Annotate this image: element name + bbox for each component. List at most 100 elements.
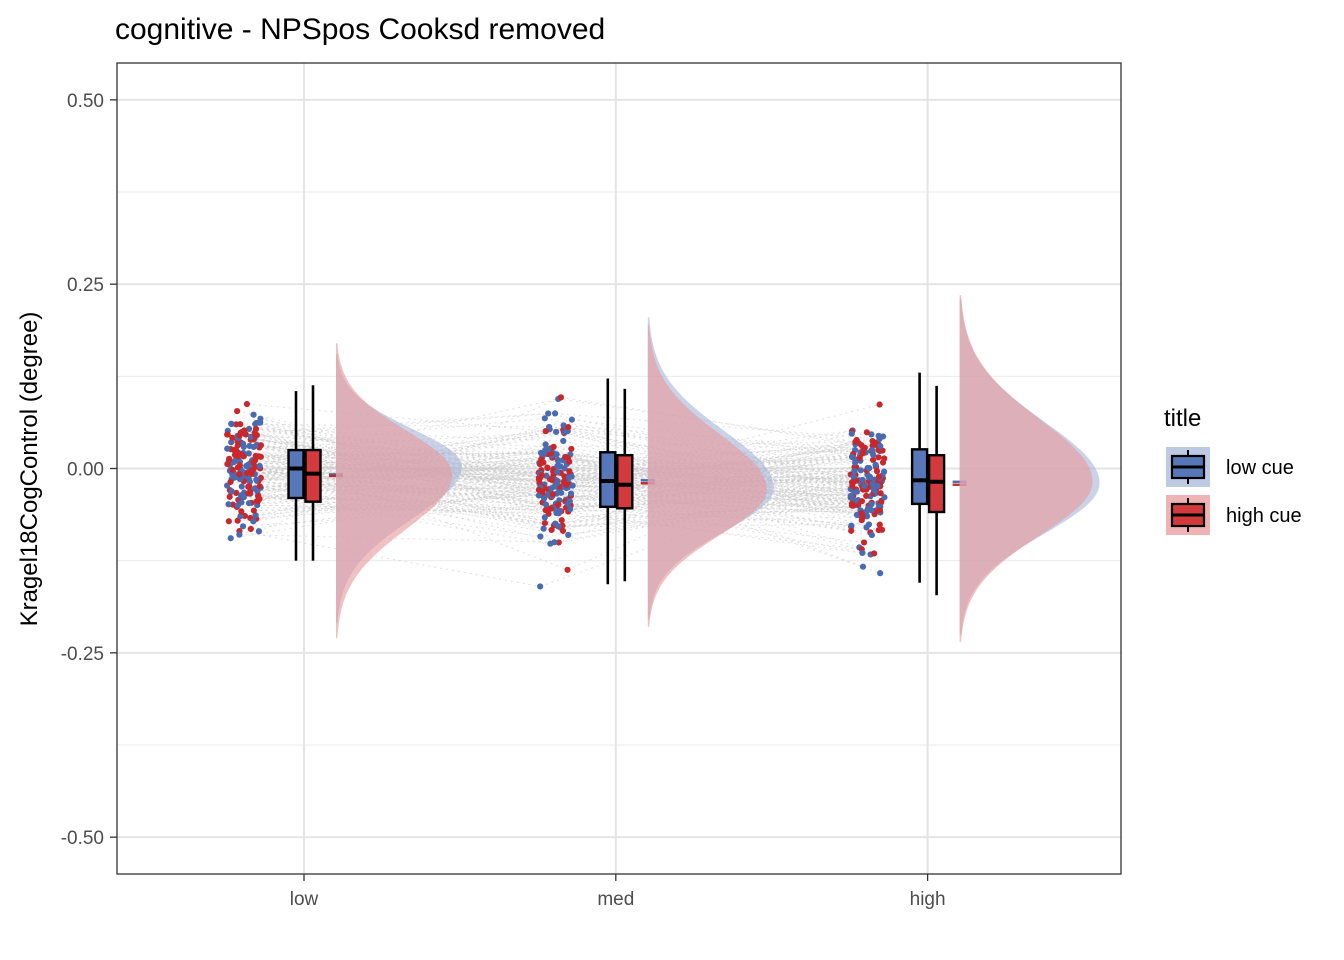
jitter-point <box>875 526 882 534</box>
jitter-point <box>254 488 261 495</box>
connecting-line <box>561 479 859 521</box>
connecting-line <box>571 461 884 478</box>
jitter-point <box>558 517 565 524</box>
connecting-line <box>563 480 875 495</box>
jitter-point <box>875 454 882 461</box>
connecting-line <box>570 508 880 526</box>
y-axis: 0.50 0.25 0.00 -0.25 -0.50 <box>61 91 117 849</box>
jitter-point <box>229 466 236 473</box>
jitter-point <box>252 512 259 519</box>
jitter-point <box>250 459 257 466</box>
density-cloud <box>336 343 453 639</box>
jitter-point <box>239 440 247 448</box>
connecting-line <box>542 476 854 493</box>
connecting-line <box>229 458 565 484</box>
connecting-line <box>543 452 854 483</box>
connecting-line <box>235 431 565 450</box>
box-rect <box>910 448 929 506</box>
jitter-point <box>237 513 244 520</box>
plot-panel <box>116 62 1122 875</box>
jitter-point <box>543 472 550 479</box>
connecting-line <box>556 453 872 504</box>
jitter-point <box>548 526 555 534</box>
connecting-line <box>543 445 873 464</box>
jitter-point <box>227 478 234 486</box>
jitter-point <box>226 455 233 462</box>
jitter-point <box>850 473 857 480</box>
jitter-point <box>566 468 573 475</box>
connecting-line <box>542 470 878 504</box>
jitter-point <box>245 450 252 457</box>
jitter-point <box>868 531 875 539</box>
jitter-point <box>565 474 573 481</box>
jitter-point <box>544 464 551 471</box>
connecting-line <box>550 452 870 479</box>
jitter-point <box>860 539 868 546</box>
jitter-point <box>246 478 253 485</box>
jitter-point <box>240 493 247 500</box>
jitter-point <box>561 429 568 436</box>
jitter-point <box>250 411 257 418</box>
connecting-line <box>231 471 560 528</box>
jitter-point <box>245 461 252 468</box>
jitter-point <box>537 533 544 540</box>
jitter-point <box>233 421 240 428</box>
connecting-line <box>255 456 566 490</box>
jitter-point <box>224 460 231 468</box>
jitter-point <box>876 401 883 408</box>
connecting-line <box>256 456 543 520</box>
jitter-point <box>229 434 236 441</box>
jitter-point <box>250 518 257 525</box>
jitter-point <box>551 539 558 546</box>
connecting-line <box>241 448 549 504</box>
jitter-point <box>540 525 547 532</box>
jitter-point <box>568 416 575 423</box>
jitter-point <box>539 488 546 495</box>
legend-label: low cue <box>1226 457 1294 479</box>
jitter-point <box>542 446 549 454</box>
jitter-point <box>553 428 560 435</box>
connecting-line <box>558 523 869 527</box>
jitter-point <box>852 459 859 466</box>
jitter-point <box>227 535 234 542</box>
connecting-line <box>556 451 861 514</box>
density-cloud <box>959 295 1093 642</box>
jitter-point <box>851 467 858 475</box>
connecting-line <box>545 449 867 529</box>
jitter-point <box>224 445 231 452</box>
jitter-point <box>560 437 567 445</box>
jitter-point <box>565 531 572 538</box>
connecting-line <box>564 432 853 487</box>
connecting-line <box>260 444 541 474</box>
jitter-point <box>541 519 549 527</box>
jitter-point <box>881 494 888 501</box>
jitter-point <box>566 498 573 505</box>
jitter-point <box>247 525 254 533</box>
connecting-line <box>539 473 875 491</box>
jitter-point <box>547 505 554 512</box>
jitter-point <box>853 436 860 444</box>
jitter-point <box>228 420 235 428</box>
jitter-point <box>256 462 263 470</box>
jitter-point <box>848 522 855 529</box>
jitter-point <box>236 531 243 538</box>
connecting-line <box>540 452 870 482</box>
connecting-line <box>557 451 873 484</box>
jitter-point <box>238 483 245 490</box>
connecting-line <box>543 460 861 489</box>
jitter-point <box>238 451 245 458</box>
jitter-point <box>848 453 856 461</box>
jitter-point <box>241 427 248 434</box>
connecting-line <box>247 472 552 531</box>
jitter-point <box>238 499 245 506</box>
connecting-line <box>258 396 562 532</box>
jitter-point <box>253 476 260 483</box>
connecting-line <box>543 497 853 530</box>
jitter-point <box>869 446 876 454</box>
jitter-point <box>877 490 884 497</box>
jitter-point <box>567 490 575 497</box>
jitter-point <box>865 474 873 481</box>
jitter-point <box>877 570 884 577</box>
jitter-point <box>567 506 574 513</box>
